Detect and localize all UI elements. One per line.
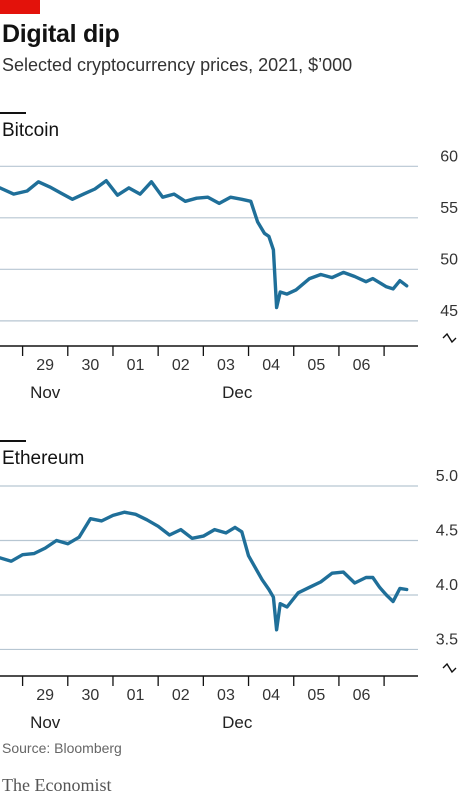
y-tick-label: 4.0 bbox=[436, 577, 458, 594]
x-tick-label: 30 bbox=[81, 687, 99, 704]
y-tick-label: 5.0 bbox=[436, 468, 458, 485]
x-tick-label: 05 bbox=[307, 357, 325, 374]
panel-rule-bitcoin bbox=[0, 112, 26, 114]
x-tick-label: 03 bbox=[217, 687, 235, 704]
panel-title-bitcoin: Bitcoin bbox=[2, 120, 60, 141]
axis-break-icon bbox=[442, 662, 457, 674]
panel-title-ethereum: Ethereum bbox=[2, 448, 85, 469]
x-tick-label: 02 bbox=[172, 357, 190, 374]
bitcoin-chart: 45 50 55 60 29 30 01 02 03 04 05 06 Nov Dec bbox=[0, 148, 458, 402]
x-tick-label: 06 bbox=[353, 357, 371, 374]
y-tick-label: 4.5 bbox=[436, 522, 458, 539]
x-tick-label: 29 bbox=[36, 357, 54, 374]
panel-rule-ethereum bbox=[0, 440, 26, 442]
x-tick-label: 04 bbox=[262, 687, 280, 704]
chart-title: Digital dip bbox=[2, 20, 120, 48]
x-tick-label: 04 bbox=[262, 357, 280, 374]
price-line bbox=[0, 179, 409, 310]
price-line bbox=[0, 510, 409, 632]
ethereum-chart: 3.5 4.0 4.5 5.0 29 30 01 02 03 04 05 06 Nov Dec bbox=[0, 468, 458, 732]
month-label: Nov bbox=[30, 383, 61, 402]
y-tick-label: 45 bbox=[440, 303, 458, 320]
month-label: Nov bbox=[30, 713, 61, 732]
x-tick-label: 02 bbox=[172, 687, 190, 704]
brand-wordmark: The Economist bbox=[2, 775, 112, 795]
x-tick-label: 03 bbox=[217, 357, 235, 374]
y-tick-label: 55 bbox=[440, 200, 458, 217]
y-tick-label: 50 bbox=[440, 251, 458, 268]
x-tick-label: 01 bbox=[127, 687, 145, 704]
month-label: Dec bbox=[222, 383, 253, 402]
y-tick-label: 3.5 bbox=[436, 631, 458, 648]
x-tick-label: 30 bbox=[81, 357, 99, 374]
y-tick-label: 60 bbox=[440, 148, 458, 165]
x-tick-label: 01 bbox=[127, 357, 145, 374]
x-tick-label: 06 bbox=[353, 687, 371, 704]
x-tick-label: 05 bbox=[307, 687, 325, 704]
source-note: Source: Bloomberg bbox=[2, 740, 122, 756]
x-tick-label: 29 bbox=[36, 687, 54, 704]
brand-red-tag bbox=[0, 0, 40, 14]
axis-break-icon bbox=[442, 332, 457, 344]
chart-subtitle: Selected cryptocurrency prices, 2021, $’… bbox=[2, 55, 353, 75]
month-label: Dec bbox=[222, 713, 253, 732]
